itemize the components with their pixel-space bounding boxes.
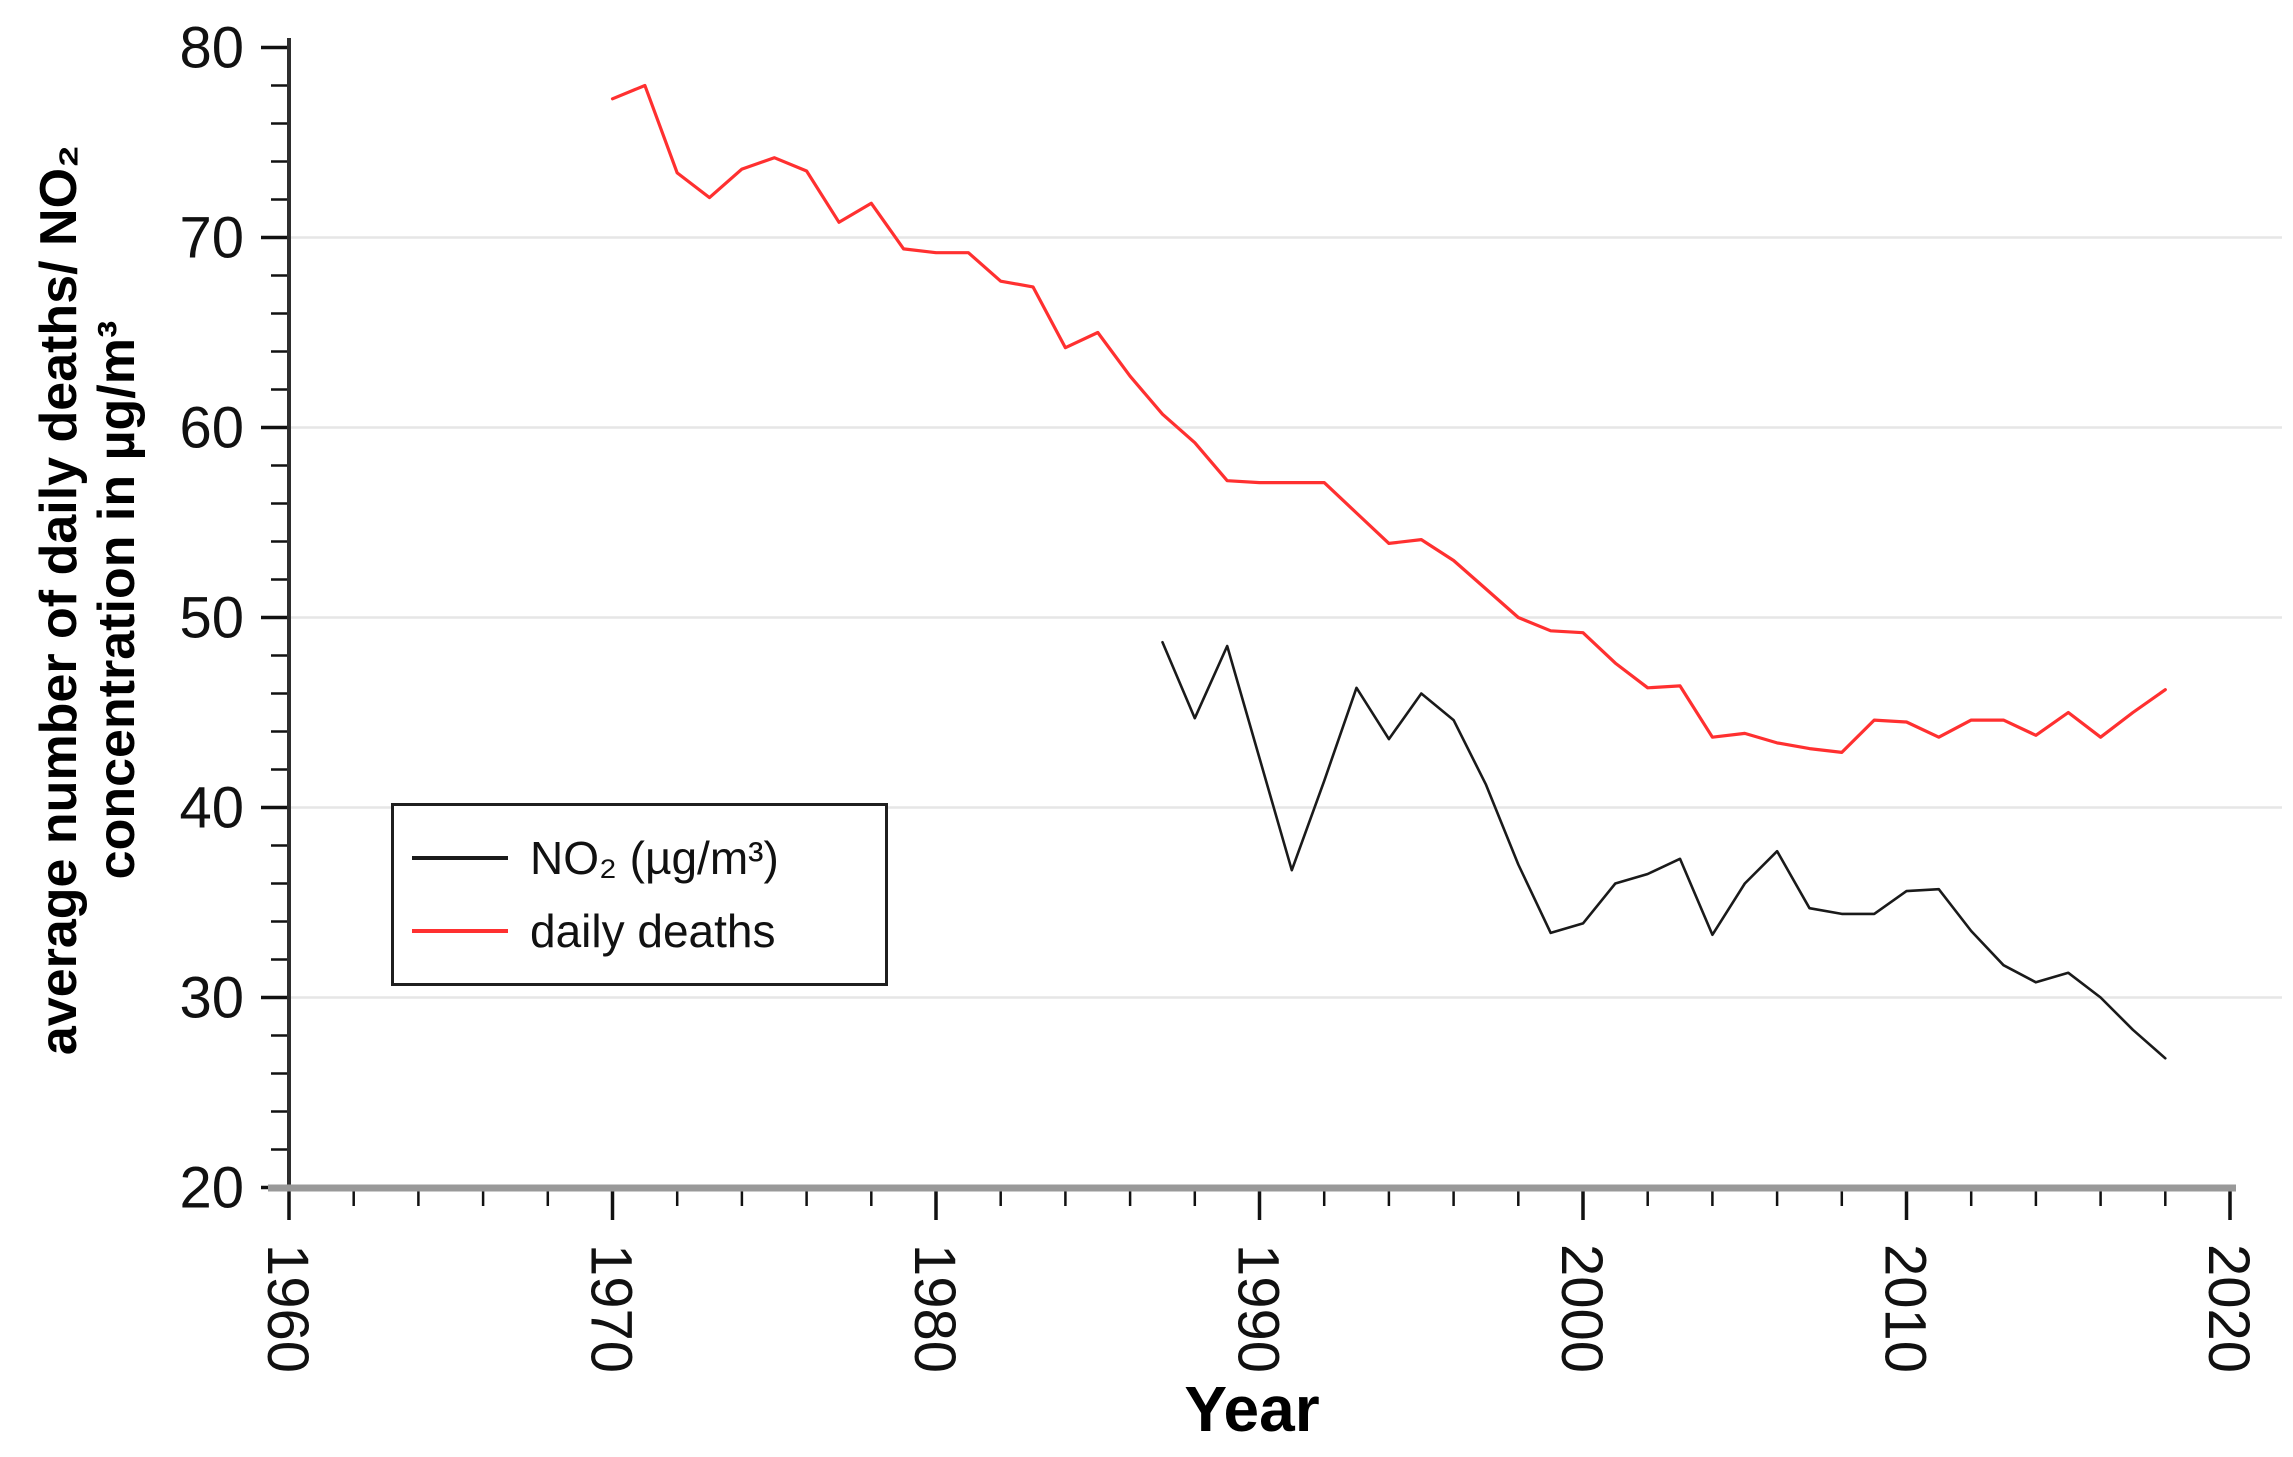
- legend: NO₂ (µg/m³) daily deaths: [391, 803, 888, 986]
- x-tick-label-2010: 2010: [1873, 1244, 1938, 1373]
- x-axis-title: Year: [1184, 1373, 1320, 1445]
- y-tick-label-20: 20: [179, 1156, 244, 1221]
- no2-line-swatch: [412, 856, 508, 860]
- no2-series-line: [1161, 640, 2167, 1060]
- legend-item-no2: NO₂ (µg/m³): [412, 831, 867, 885]
- legend-label-daily-deaths: daily deaths: [530, 905, 776, 957]
- x-tick-label-1990: 1990: [1226, 1244, 1291, 1373]
- legend-item-daily-deaths: daily deaths: [412, 904, 867, 958]
- daily-deaths-line-swatch: [412, 929, 508, 933]
- y-tick-label-60: 60: [179, 396, 244, 461]
- y-axis-title: average number of daily deaths/ NO₂ conc…: [30, 145, 146, 1055]
- y-tick-label-30: 30: [179, 966, 244, 1031]
- y-tick-label-40: 40: [179, 776, 244, 841]
- y-axis-title-line2: concentration in µg/m³: [88, 320, 146, 880]
- x-tick-label-1960: 1960: [255, 1244, 320, 1373]
- y-tick-label-80: 80: [179, 16, 244, 81]
- daily-deaths-series-line: [610, 83, 2167, 755]
- y-tick-label-70: 70: [179, 206, 244, 271]
- legend-label-no2: NO₂ (µg/m³): [530, 832, 779, 884]
- x-tick-label-1970: 1970: [579, 1244, 644, 1373]
- x-tick-label-2020: 2020: [2196, 1244, 2261, 1373]
- x-tick-label-2000: 2000: [1549, 1244, 1614, 1373]
- y-tick-label-50: 50: [179, 586, 244, 651]
- y-axis-title-line1: average number of daily deaths/ NO₂: [30, 144, 88, 1056]
- x-tick-label-1980: 1980: [902, 1244, 967, 1373]
